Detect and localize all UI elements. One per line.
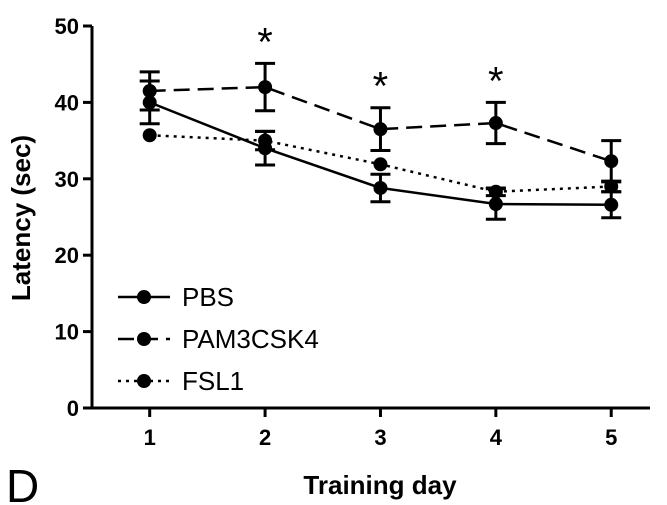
series-pam3csk4 — [139, 61, 622, 184]
y-tick-label: 50 — [55, 14, 79, 39]
significance-star: * — [373, 65, 389, 109]
data-point-pbs — [604, 197, 619, 212]
y-tick-label: 0 — [67, 396, 79, 421]
x-axis-title: Training day — [303, 470, 457, 500]
data-series — [139, 61, 622, 221]
data-point-fsl1 — [373, 157, 388, 172]
y-tick-label: 10 — [55, 320, 79, 345]
x-tick-label: 3 — [374, 425, 386, 450]
legend-label: PAM3CSK4 — [182, 324, 319, 354]
y-tick-label: 40 — [55, 90, 79, 115]
data-point-fsl1 — [488, 184, 503, 199]
x-tick-label: 4 — [490, 425, 503, 450]
legend-item-pbs: PBS — [118, 282, 234, 312]
x-tick-label: 1 — [144, 425, 156, 450]
series-fsl1 — [142, 128, 622, 199]
data-point-fsl1 — [142, 128, 157, 143]
x-tick-label: 2 — [259, 425, 271, 450]
legend-item-fsl1: FSL1 — [118, 366, 244, 396]
data-point-pam3csk4 — [488, 116, 503, 131]
data-point-pam3csk4 — [373, 122, 388, 137]
panel-label: D — [6, 460, 39, 505]
significance-star: * — [257, 20, 273, 64]
series-line-pam3csk4 — [149, 85, 612, 163]
significance-star: * — [488, 59, 504, 103]
significance-markers: * * * — [257, 20, 503, 108]
data-point-pam3csk4 — [604, 154, 619, 169]
legend-marker — [137, 332, 151, 346]
legend-marker — [137, 290, 151, 304]
legend-marker — [137, 374, 151, 388]
y-axis-title: Latency (sec) — [6, 135, 36, 301]
axes: 0 10 20 30 40 50 1 2 3 4 5 — [55, 14, 650, 450]
legend-label: FSL1 — [182, 366, 244, 396]
data-point-pbs — [488, 197, 503, 212]
y-tick-label: 20 — [55, 243, 79, 268]
data-point-pam3csk4 — [142, 83, 157, 98]
data-point-pbs — [373, 180, 388, 195]
data-point-fsl1 — [604, 179, 619, 194]
y-tick-label: 30 — [55, 167, 79, 192]
x-tick-label: 5 — [605, 425, 617, 450]
legend: PBS PAM3CSK4 FSL1 — [118, 282, 319, 396]
data-point-fsl1 — [258, 133, 273, 148]
data-point-pam3csk4 — [258, 80, 273, 95]
legend-item-pam3csk4: PAM3CSK4 — [118, 324, 319, 354]
legend-label: PBS — [182, 282, 234, 312]
